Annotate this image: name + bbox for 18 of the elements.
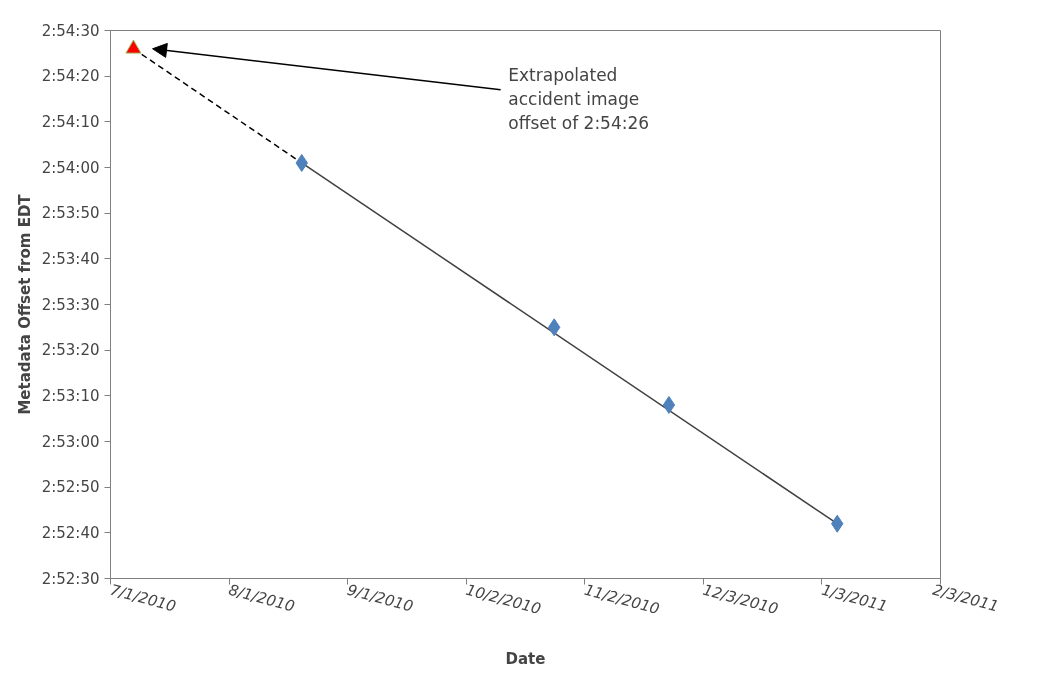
point	[662, 395, 676, 414]
y-tick-label: 2:53:00	[41, 432, 100, 451]
y-tick-label: 2:54:00	[41, 158, 100, 177]
y-tick-label: 2:54:30	[41, 21, 100, 40]
y-tick-label: 2:54:20	[41, 67, 100, 86]
y-tick-label: 2:52:40	[41, 523, 100, 542]
point	[125, 39, 142, 54]
annotation: Extrapolated accident image offset of 2:54:26	[508, 64, 650, 133]
y-tick-label: 2:53:20	[41, 341, 100, 360]
y-tick-label: 2:53:30	[41, 295, 100, 314]
y-axis-title: Metadata Offset from EDT	[15, 193, 34, 415]
y-tick-label: 2:53:40	[41, 249, 100, 268]
y-tick-label: 2:53:10	[41, 386, 100, 405]
y-tick-label: 2:52:30	[41, 569, 100, 588]
x-axis-title: Date	[505, 649, 546, 668]
y-tick-label: 2:54:10	[41, 112, 100, 131]
y-tick-label: 2:53:50	[41, 204, 100, 223]
y-tick-label: 2:52:50	[41, 478, 100, 497]
